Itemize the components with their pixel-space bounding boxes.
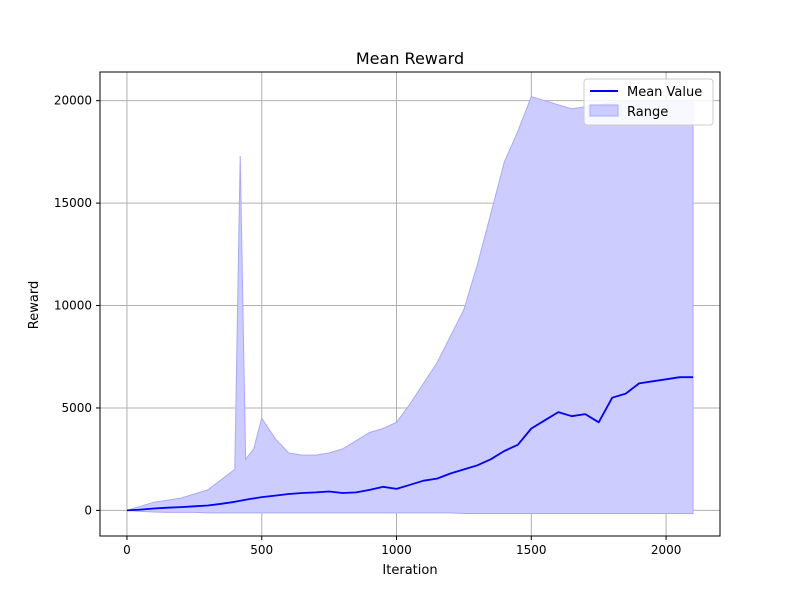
legend: Mean Value Range — [583, 78, 714, 126]
legend-label-range: Range — [627, 105, 668, 120]
x-tick-label: 2000 — [651, 543, 682, 557]
range-band — [126, 95, 694, 514]
plot-frame — [99, 71, 721, 537]
x-tick-label: 1000 — [381, 543, 412, 557]
chart-title: Mean Reward — [356, 49, 464, 68]
y-tick-label: 15000 — [54, 196, 92, 210]
y-tick-label: 10000 — [54, 299, 92, 313]
legend-swatch-range — [589, 104, 619, 117]
y-axis-label: Reward — [27, 281, 42, 329]
x-tick-label: 1500 — [516, 543, 547, 557]
range-band-layer — [126, 95, 694, 514]
x-tick-label: 500 — [250, 543, 273, 557]
y-tick-label: 5000 — [61, 401, 92, 415]
mean-value-line — [126, 376, 693, 512]
y-tick-label: 0 — [84, 503, 92, 517]
x-tick-label: 0 — [123, 543, 131, 557]
legend-label-mean: Mean Value — [627, 85, 702, 100]
mean-line-layer — [126, 376, 693, 512]
y-tick-label: 20000 — [54, 94, 92, 108]
x-axis-label: Iteration — [382, 563, 437, 578]
